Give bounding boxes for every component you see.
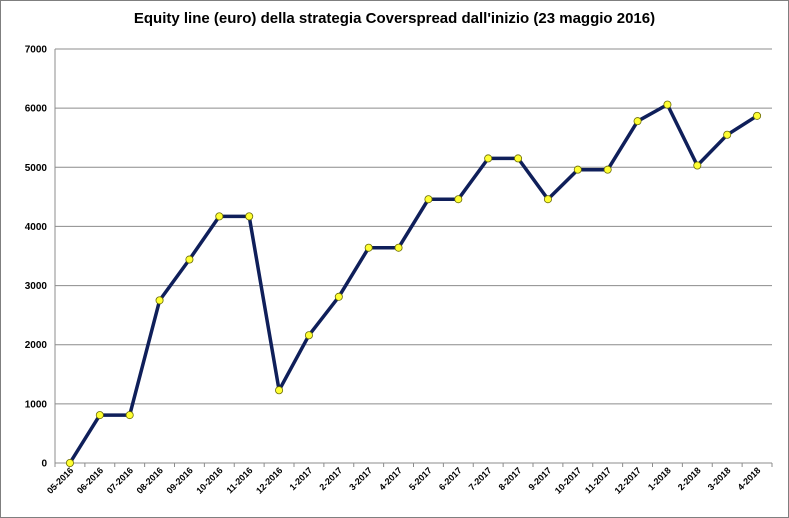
data-point [394,243,403,252]
data-point [304,331,313,340]
x-tick-label: 09-2016 [164,465,194,495]
x-tick-label: 2-2018 [676,465,703,492]
data-point [573,165,582,174]
x-tick-label: 2-2017 [317,465,344,492]
y-tick-label: 1000 [25,399,48,410]
y-tick-label: 4000 [25,222,48,233]
x-tick-label: 11-2017 [583,465,613,495]
data-point [633,117,642,126]
data-point [693,161,702,170]
data-point [245,212,254,221]
data-point [603,165,612,174]
x-tick-label: 8-2017 [497,465,524,492]
x-tick-label: 10-2017 [553,465,583,495]
x-tick-label: 6-2017 [437,465,464,492]
x-tick-label: 12-2017 [613,465,643,495]
x-tick-label: 08-2016 [135,465,165,495]
y-tick-label: 3000 [25,281,48,292]
series-line [68,102,759,464]
data-point [185,255,194,264]
y-tick-label: 7000 [25,45,48,56]
x-tick-label: 7-2017 [467,465,494,492]
data-point [155,296,164,305]
x-tick-label: 1-2018 [646,465,673,492]
x-tick-label: 9-2017 [526,465,553,492]
x-tick-label: 12-2016 [254,465,284,495]
x-tick-label: 4-2018 [736,465,763,492]
data-point [275,386,284,395]
data-point [125,411,134,420]
data-point [215,212,224,221]
x-tick-label: 3-2017 [347,465,374,492]
y-tick-label: 5000 [25,163,48,174]
x-tick-label: 07-2016 [105,465,135,495]
data-point [424,195,433,204]
x-tick-label: 10-2016 [194,465,224,495]
data-point [364,243,373,252]
data-point [753,111,762,120]
data-point [543,195,552,204]
data-point [484,154,493,163]
x-tick-label: 06-2016 [75,465,105,495]
data-point [65,458,74,467]
data-point [454,195,463,204]
x-tick-label: 5-2017 [407,465,434,492]
y-tick-label: 0 [41,459,47,470]
data-point [95,411,104,420]
x-tick-label: 11-2016 [225,465,255,495]
y-tick-label: 6000 [25,104,48,115]
x-tick-label: 1-2017 [287,465,314,492]
data-point [514,154,523,163]
x-tick-label: 3-2018 [706,465,733,492]
data-point [723,130,732,139]
data-point [663,100,672,109]
x-tick-label: 4-2017 [377,465,404,492]
y-tick-label: 2000 [25,340,48,351]
data-point [334,292,343,301]
x-tick-label: 05-2016 [45,465,75,495]
chart-title: Equity line (euro) della strategia Cover… [133,10,656,27]
